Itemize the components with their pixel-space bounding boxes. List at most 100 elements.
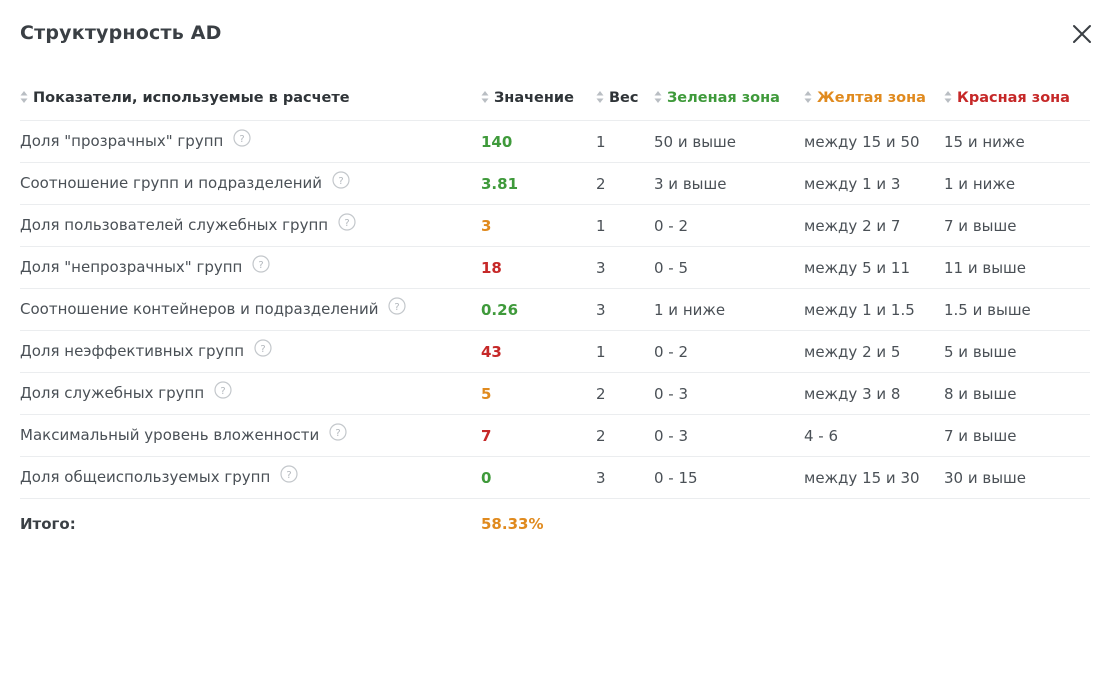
svg-text:?: ? xyxy=(287,470,292,481)
cell-weight: 1 xyxy=(596,120,654,163)
cell-red-zone: 8 и выше xyxy=(944,372,1090,415)
svg-text:?: ? xyxy=(240,134,245,145)
cell-value: 140 xyxy=(481,120,596,163)
table-row: Доля служебных групп? 5 2 0 - 3 между 3 … xyxy=(20,372,1090,415)
cell-yellow-zone: между 15 и 30 xyxy=(804,456,944,499)
column-header-red-zone-label: Красная зона xyxy=(957,90,1070,106)
column-header-yellow-zone-label: Желтая зона xyxy=(817,90,926,106)
cell-yellow-zone: между 1 и 1.5 xyxy=(804,288,944,331)
cell-value: 0 xyxy=(481,456,596,499)
cell-yellow-zone: между 15 и 50 xyxy=(804,120,944,163)
cell-metric: Максимальный уровень вложенности? xyxy=(20,414,481,457)
cell-green-zone: 0 - 5 xyxy=(654,246,804,289)
cell-red-zone: 15 и ниже xyxy=(944,120,1090,163)
sort-icon[interactable] xyxy=(944,90,952,104)
metric-label: Доля "непрозрачных" групп xyxy=(20,258,243,277)
metric-value: 3 xyxy=(481,216,492,235)
cell-weight: 2 xyxy=(596,162,654,205)
metric-value: 7 xyxy=(481,426,492,445)
cell-metric: Доля пользователей служебных групп? xyxy=(20,204,481,247)
cell-weight: 2 xyxy=(596,372,654,415)
column-header-green-zone[interactable]: Зеленая зона xyxy=(654,76,804,121)
cell-green-zone: 50 и выше xyxy=(654,120,804,163)
table-header-row: Показатели, используемые в расчете Значе… xyxy=(20,76,1090,121)
sort-icon[interactable] xyxy=(804,90,812,104)
metric-value: 3.81 xyxy=(481,174,519,193)
column-header-yellow-zone[interactable]: Желтая зона xyxy=(804,76,944,121)
svg-text:?: ? xyxy=(260,344,265,355)
cell-red-zone: 11 и выше xyxy=(944,246,1090,289)
cell-value: 0.26 xyxy=(481,288,596,331)
metric-value: 43 xyxy=(481,342,502,361)
column-header-weight[interactable]: Вес xyxy=(596,76,654,121)
cell-value: 18 xyxy=(481,246,596,289)
column-header-metric[interactable]: Показатели, используемые в расчете xyxy=(20,76,481,121)
help-icon[interactable]: ? xyxy=(233,129,251,147)
cell-value: 3 xyxy=(481,204,596,247)
table-row: Соотношение контейнеров и подразделений?… xyxy=(20,288,1090,331)
cell-weight: 3 xyxy=(596,456,654,499)
sort-icon[interactable] xyxy=(596,90,604,104)
cell-yellow-zone: между 5 и 11 xyxy=(804,246,944,289)
cell-yellow-zone: между 2 и 7 xyxy=(804,204,944,247)
cell-value: 43 xyxy=(481,330,596,373)
cell-weight: 1 xyxy=(596,204,654,247)
cell-yellow-zone: между 1 и 3 xyxy=(804,162,944,205)
table-row: Максимальный уровень вложенности? 7 2 0 … xyxy=(20,414,1090,457)
help-icon[interactable]: ? xyxy=(338,213,356,231)
cell-yellow-zone: между 3 и 8 xyxy=(804,372,944,415)
metric-label: Соотношение групп и подразделений xyxy=(20,174,322,193)
cell-weight: 3 xyxy=(596,288,654,331)
cell-red-zone: 30 и выше xyxy=(944,456,1090,499)
cell-green-zone: 0 - 2 xyxy=(654,204,804,247)
help-icon[interactable]: ? xyxy=(388,297,407,315)
table-row: Доля неэффективных групп? 43 1 0 - 2 меж… xyxy=(20,330,1090,373)
column-header-red-zone[interactable]: Красная зона xyxy=(944,76,1090,121)
cell-metric: Доля общеиспользуемых групп? xyxy=(20,456,481,499)
column-header-green-zone-label: Зеленая зона xyxy=(667,90,780,106)
table-row: Доля общеиспользуемых групп? 0 3 0 - 15 … xyxy=(20,456,1090,499)
help-icon[interactable]: ? xyxy=(214,381,232,399)
svg-text:?: ? xyxy=(344,218,349,229)
cell-green-zone: 3 и выше xyxy=(654,162,804,205)
cell-metric: Доля неэффективных групп? xyxy=(20,330,481,373)
metrics-table: Показатели, используемые в расчете Значе… xyxy=(20,76,1090,549)
metric-value: 0 xyxy=(481,468,492,487)
sort-icon[interactable] xyxy=(481,90,489,104)
metric-label: Доля "прозрачных" групп xyxy=(20,132,224,151)
metric-label: Доля неэффективных групп xyxy=(20,342,244,361)
cell-red-zone: 1 и ниже xyxy=(944,162,1090,205)
svg-text:?: ? xyxy=(336,428,341,439)
help-icon[interactable]: ? xyxy=(254,339,272,357)
table-row: Доля пользователей служебных групп? 3 1 … xyxy=(20,204,1090,247)
cell-green-zone: 0 - 3 xyxy=(654,414,804,457)
cell-green-zone: 0 - 3 xyxy=(654,372,804,415)
svg-text:?: ? xyxy=(259,260,264,271)
sort-icon[interactable] xyxy=(20,90,28,104)
cell-red-zone: 7 и выше xyxy=(944,204,1090,247)
metric-label: Доля пользователей служебных групп xyxy=(20,216,329,235)
help-icon[interactable]: ? xyxy=(332,171,350,189)
column-header-weight-label: Вес xyxy=(609,90,639,106)
cell-metric: Соотношение контейнеров и подразделений? xyxy=(20,288,481,331)
cell-value: 5 xyxy=(481,372,596,415)
metric-value: 0.26 xyxy=(481,300,519,319)
cell-yellow-zone: между 2 и 5 xyxy=(804,330,944,373)
cell-weight: 3 xyxy=(596,246,654,289)
column-header-metric-label: Показатели, используемые в расчете xyxy=(33,90,350,106)
sort-icon[interactable] xyxy=(654,90,662,104)
help-icon[interactable]: ? xyxy=(280,465,298,483)
table-row: Доля "непрозрачных" групп? 18 3 0 - 5 ме… xyxy=(20,246,1090,289)
close-button[interactable] xyxy=(1070,22,1094,46)
cell-yellow-zone: 4 - 6 xyxy=(804,414,944,457)
metric-label: Доля общеиспользуемых групп xyxy=(20,468,271,487)
total-row: Итого: 58.33% xyxy=(20,499,1090,550)
modal-title: Структурность AD xyxy=(20,22,222,44)
cell-metric: Доля "непрозрачных" групп? xyxy=(20,246,481,289)
help-icon[interactable]: ? xyxy=(329,423,347,441)
help-icon[interactable]: ? xyxy=(252,255,270,273)
column-header-value[interactable]: Значение xyxy=(481,76,596,121)
cell-weight: 1 xyxy=(596,330,654,373)
metric-value: 5 xyxy=(481,384,492,403)
cell-weight: 2 xyxy=(596,414,654,457)
